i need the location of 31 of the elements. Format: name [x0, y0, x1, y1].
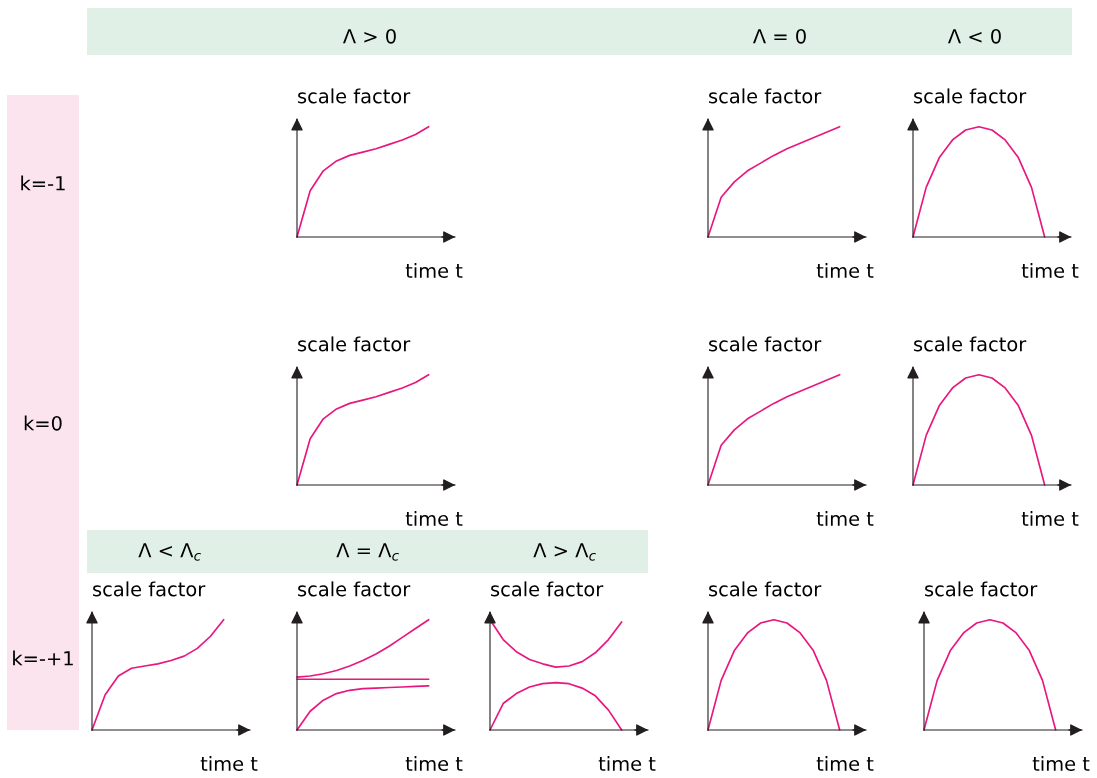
y-axis-title: scale factor — [298, 581, 411, 597]
text: Λ < 0 — [947, 28, 1001, 44]
y-axis-title: scale factor — [709, 581, 822, 597]
text: Λ < Λ$_{c}$ — [138, 543, 201, 561]
text: Λ > Λ$_{c}$ — [533, 543, 596, 561]
y-axis-title: scale factor — [93, 581, 206, 597]
x-axis-title: time t — [1021, 262, 1079, 279]
x-axis-title: time t — [816, 510, 874, 527]
x-axis-title: time t — [405, 510, 463, 527]
text: Λ = Λ$_{c}$ — [336, 543, 399, 561]
x-axis-title: time t — [816, 262, 874, 279]
text: k=-+1 — [13, 650, 73, 666]
text: Λ = 0 — [752, 28, 806, 44]
y-axis-title: scale factor — [914, 88, 1027, 104]
y-axis-title: scale factor — [925, 581, 1038, 597]
text: k=-1 — [21, 175, 65, 191]
text: Λ > 0 — [342, 28, 396, 44]
y-axis-title: scale factor — [914, 336, 1027, 352]
x-axis-title: time t — [405, 755, 463, 772]
x-axis-title: time t — [1021, 510, 1079, 527]
y-axis-title: scale factor — [709, 336, 822, 352]
x-axis-title: time t — [816, 755, 874, 772]
y-axis-title: scale factor — [298, 88, 411, 104]
y-axis-title: scale factor — [709, 88, 822, 104]
y-axis-title: scale factor — [491, 581, 604, 597]
text: k=0 — [24, 415, 62, 431]
x-axis-title: time t — [200, 755, 258, 772]
x-axis-title: time t — [598, 755, 656, 772]
x-axis-title: time t — [405, 262, 463, 279]
y-axis-title: scale factor — [298, 336, 411, 352]
x-axis-title: time t — [1032, 755, 1090, 772]
